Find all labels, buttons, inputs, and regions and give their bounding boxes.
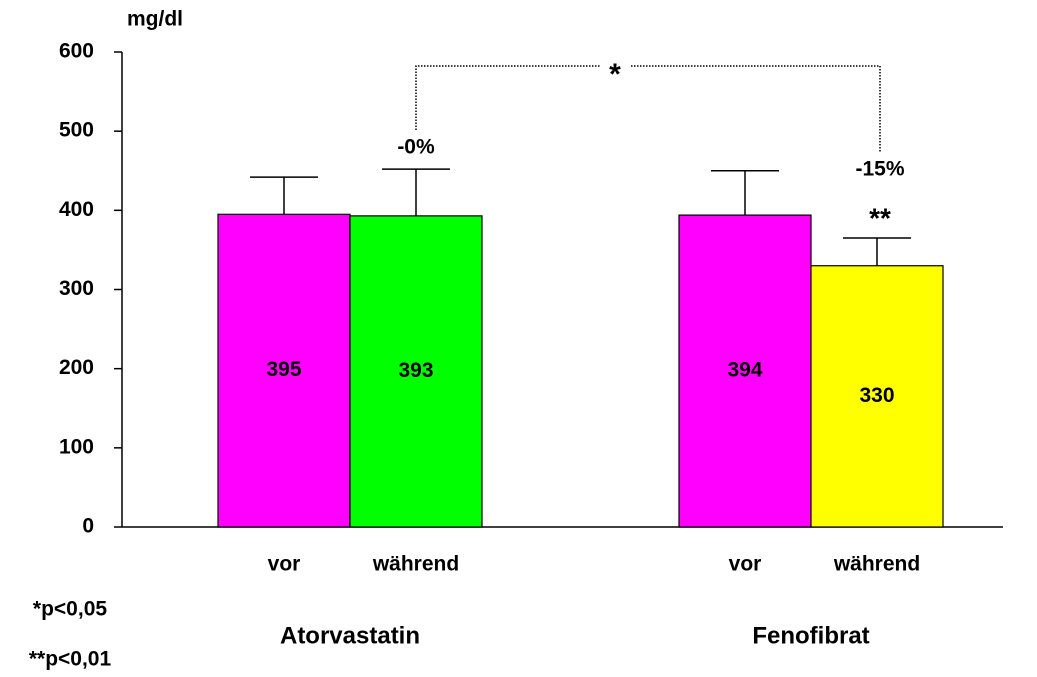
x-tick-label: während bbox=[833, 553, 920, 576]
data-label: 393 bbox=[398, 359, 433, 382]
footnote: *p<0,05 bbox=[33, 598, 107, 621]
footnote: **p<0,01 bbox=[29, 648, 112, 671]
y-tick-label: 100 bbox=[59, 435, 94, 458]
bracket-label: * bbox=[609, 58, 621, 91]
y-axis-label: mg/dl bbox=[127, 8, 183, 31]
annotation: ** bbox=[869, 202, 891, 233]
y-tick-label: 600 bbox=[59, 40, 94, 63]
x-tick-label: vor bbox=[729, 553, 762, 576]
data-label: 330 bbox=[859, 384, 894, 407]
x-tick-label: vor bbox=[268, 553, 301, 576]
y-tick-label: 300 bbox=[59, 277, 94, 300]
y-tick-label: 500 bbox=[59, 119, 94, 142]
bracket-gap bbox=[600, 56, 630, 86]
group-label: Atorvastatin bbox=[280, 622, 420, 649]
x-tick-label: während bbox=[372, 553, 459, 576]
bar bbox=[349, 215, 483, 528]
annotation: -15% bbox=[855, 158, 904, 181]
annotation: -0% bbox=[397, 136, 435, 159]
y-tick-label: 200 bbox=[59, 356, 94, 379]
group-label: Fenofibrat bbox=[752, 622, 869, 649]
data-label: 394 bbox=[727, 359, 762, 382]
y-tick-label: 0 bbox=[82, 515, 94, 538]
data-label: 395 bbox=[266, 358, 301, 381]
y-tick-label: 400 bbox=[59, 198, 94, 221]
bar bbox=[810, 265, 944, 528]
significance-bracket bbox=[415, 65, 881, 153]
bar bbox=[678, 214, 812, 528]
